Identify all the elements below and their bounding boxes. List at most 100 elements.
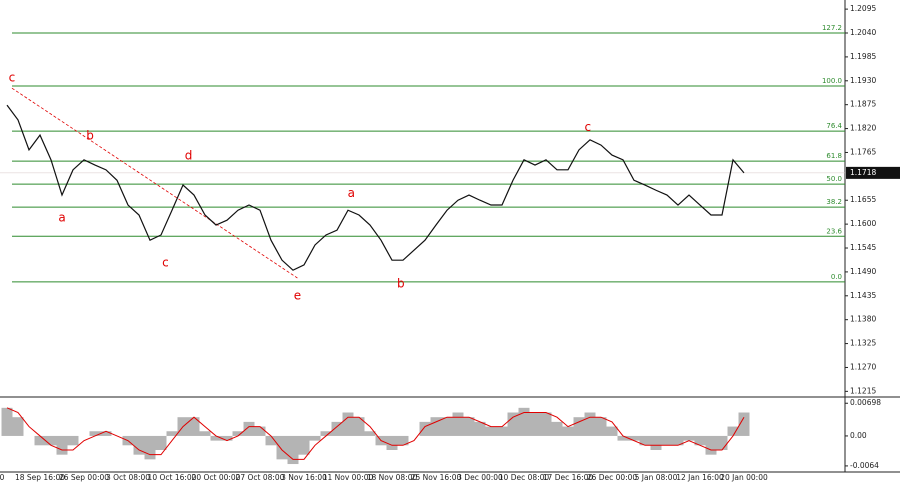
histogram-bar bbox=[210, 435, 222, 441]
histogram-bar bbox=[67, 435, 79, 446]
histogram-bar bbox=[474, 421, 486, 436]
x-tick-label: 27 Oct 08:00 bbox=[236, 473, 285, 482]
histogram-bar bbox=[56, 435, 68, 455]
y-tick-label: 1.1270 bbox=[850, 362, 876, 371]
histogram-bar bbox=[188, 417, 200, 436]
x-tick-label: 8:00 bbox=[0, 473, 5, 482]
histogram-bar bbox=[364, 431, 376, 436]
x-tick-label: 3 Oct 08:00 bbox=[106, 473, 150, 482]
fib-label: 100.0 bbox=[822, 77, 842, 85]
signal-line bbox=[6, 407, 745, 460]
histogram-bar bbox=[133, 435, 145, 455]
wave-label: a bbox=[58, 211, 65, 225]
wave-label: c bbox=[162, 256, 169, 270]
histogram-bar bbox=[562, 426, 574, 436]
histogram-bar bbox=[661, 435, 673, 446]
x-tick-label: 18 Nov 08:00 bbox=[367, 473, 418, 482]
histogram-bar bbox=[155, 435, 167, 450]
current-price-box bbox=[846, 166, 900, 179]
y-tick-label: 1.1490 bbox=[850, 267, 876, 276]
histogram-bar bbox=[672, 435, 684, 446]
wave-label: b bbox=[397, 277, 405, 291]
y-tick-label: 1.1215 bbox=[850, 386, 876, 395]
histogram-bar bbox=[518, 407, 530, 436]
y-tick-label: 1.1600 bbox=[850, 219, 876, 228]
fib-label: 50.0 bbox=[826, 175, 842, 183]
histogram-bar bbox=[100, 431, 112, 436]
fib-label: 61.8 bbox=[826, 152, 842, 160]
histogram-bar bbox=[34, 435, 46, 446]
x-tick-label: 20 Oct 00:00 bbox=[192, 473, 241, 482]
histogram-bar bbox=[496, 426, 508, 436]
histogram-bar bbox=[452, 412, 464, 436]
wave-label: d bbox=[185, 148, 193, 162]
x-tick-label: 11 Nov 00:00 bbox=[323, 473, 374, 482]
histogram-bar bbox=[298, 435, 310, 455]
histogram-bar bbox=[716, 435, 728, 450]
histogram-bar bbox=[463, 417, 475, 436]
y-tick-label: 1.2095 bbox=[850, 4, 876, 13]
histogram-bar bbox=[342, 412, 354, 436]
histogram-bar bbox=[551, 421, 563, 436]
x-tick-label: 10 Oct 16:00 bbox=[148, 473, 197, 482]
histogram-bar bbox=[606, 426, 618, 436]
histogram-bar bbox=[419, 421, 431, 436]
x-tick-label: 3 Nov 16:00 bbox=[281, 473, 327, 482]
fib-label: 76.4 bbox=[826, 122, 842, 130]
y-tick-label: 0.00698 bbox=[850, 398, 881, 407]
x-tick-label: 25 Nov 16:00 bbox=[411, 473, 462, 482]
y-tick-label: 1.1820 bbox=[850, 124, 876, 133]
wave-label: c bbox=[9, 71, 16, 85]
histogram-bar bbox=[353, 417, 365, 436]
wave-label: e bbox=[294, 288, 301, 302]
x-tick-label: 20 Jan 00:00 bbox=[720, 473, 768, 482]
histogram-bar bbox=[430, 417, 442, 436]
histogram-bar bbox=[386, 435, 398, 450]
histogram-bar bbox=[254, 426, 266, 436]
wave-label: a bbox=[348, 186, 355, 200]
y-tick-label: 1.1930 bbox=[850, 76, 876, 85]
histogram-bar bbox=[243, 421, 255, 436]
y-tick-label: 1.1325 bbox=[850, 339, 876, 348]
histogram-bar bbox=[232, 431, 244, 436]
price-line bbox=[6, 104, 745, 271]
histogram-bar bbox=[705, 435, 717, 455]
y-tick-label: 1.1380 bbox=[850, 315, 876, 324]
histogram-bar bbox=[309, 435, 321, 441]
histogram-bar bbox=[199, 431, 211, 436]
histogram-bar bbox=[694, 435, 706, 446]
x-tick-label: 18 Sep 16:00 bbox=[15, 473, 65, 482]
y-tick-label: 1.1435 bbox=[850, 291, 876, 300]
histogram-bar bbox=[265, 435, 277, 446]
histogram-bar bbox=[529, 412, 541, 436]
histogram-bar bbox=[45, 435, 57, 446]
histogram-bar bbox=[628, 435, 640, 441]
histogram-bar bbox=[221, 435, 233, 441]
fib-label: 23.6 bbox=[826, 227, 842, 235]
histogram-bar bbox=[683, 435, 695, 441]
histogram-bar bbox=[507, 412, 519, 436]
y-tick-label: 1.1765 bbox=[850, 147, 876, 156]
x-tick-label: 26 Sep 00:00 bbox=[59, 473, 109, 482]
histogram-bar bbox=[1, 407, 13, 436]
y-tick-label: 0.00 bbox=[850, 431, 867, 440]
histogram-bar bbox=[584, 412, 596, 436]
trendline bbox=[11, 87, 298, 279]
y-tick-label: -0.0064 bbox=[850, 461, 879, 470]
x-tick-label: 17 Dec 16:00 bbox=[543, 473, 594, 482]
histogram-bar bbox=[485, 426, 497, 436]
histogram-bar bbox=[287, 435, 299, 465]
histogram-bar bbox=[650, 435, 662, 450]
y-tick-label: 1.1655 bbox=[850, 195, 876, 204]
histogram-bar bbox=[727, 426, 739, 436]
y-tick-label: 1.1875 bbox=[850, 100, 876, 109]
y-tick-label: 1.1545 bbox=[850, 243, 876, 252]
histogram-bar bbox=[573, 417, 585, 436]
histogram-bar bbox=[441, 417, 453, 436]
fib-label: 0.0 bbox=[831, 273, 842, 281]
y-tick-label: 1.2040 bbox=[850, 28, 876, 37]
histogram-bar bbox=[617, 435, 629, 441]
